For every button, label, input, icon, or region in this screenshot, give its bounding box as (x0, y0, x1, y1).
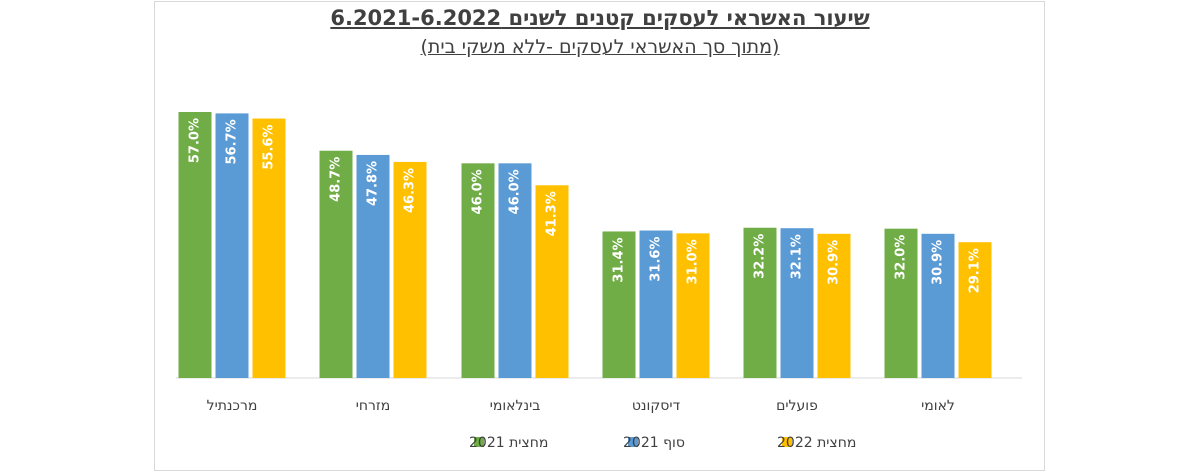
legend-swatch (782, 437, 792, 447)
legend-swatch (474, 437, 484, 447)
bar (319, 150, 353, 378)
bar (921, 233, 955, 378)
bar (252, 118, 286, 379)
bar (639, 230, 673, 378)
data-label: 55.6% (262, 125, 277, 170)
data-label: 48.7% (329, 157, 344, 202)
bar (535, 185, 569, 378)
category-label: מזרחי (356, 398, 391, 414)
legend-label: סוף 2021 (623, 435, 685, 451)
chart-title: שיעור האשראי לעסקים קטנים לשנים 6.2021-6… (330, 6, 870, 30)
data-label: 32.0% (894, 235, 909, 280)
bar (743, 227, 777, 378)
data-label: 46.0% (508, 169, 523, 214)
bar (356, 154, 390, 378)
data-label: 30.9% (931, 240, 946, 285)
bar (884, 228, 918, 378)
bar (393, 161, 427, 378)
bar (817, 233, 851, 378)
category-label: דיסקונט (632, 398, 681, 414)
data-label: 31.6% (649, 237, 664, 282)
chart-subtitle: (מתוך סך האשראי לעסקים -ללא משקי בית) (420, 36, 780, 58)
data-label: 57.0% (188, 118, 203, 163)
bar (676, 233, 710, 378)
data-label: 56.7% (225, 119, 240, 164)
data-label: 32.2% (753, 234, 768, 279)
data-label: 30.9% (827, 240, 842, 285)
legend-swatch (628, 437, 638, 447)
category-label: פועלים (776, 398, 818, 414)
category-label: מרכנתיל (207, 398, 258, 414)
bar (178, 112, 212, 378)
data-label: 47.8% (366, 161, 381, 206)
category-label: לאומי (921, 398, 955, 414)
bar (602, 231, 636, 378)
data-label: 31.4% (612, 237, 627, 282)
data-label: 32.1% (790, 234, 805, 279)
legend-label: מחצית 2022 (777, 435, 856, 451)
data-label: 29.1% (968, 248, 983, 293)
bar (498, 163, 532, 378)
data-label: 31.0% (686, 239, 701, 284)
bar (780, 228, 814, 378)
bar (958, 242, 992, 378)
data-label: 46.0% (471, 169, 486, 214)
category-label: בינלאומי (490, 398, 541, 414)
bar (461, 163, 495, 378)
data-label: 46.3% (403, 168, 418, 213)
data-label: 41.3% (545, 191, 560, 236)
bar (215, 113, 249, 379)
legend-label: מחצית 2021 (469, 435, 548, 451)
